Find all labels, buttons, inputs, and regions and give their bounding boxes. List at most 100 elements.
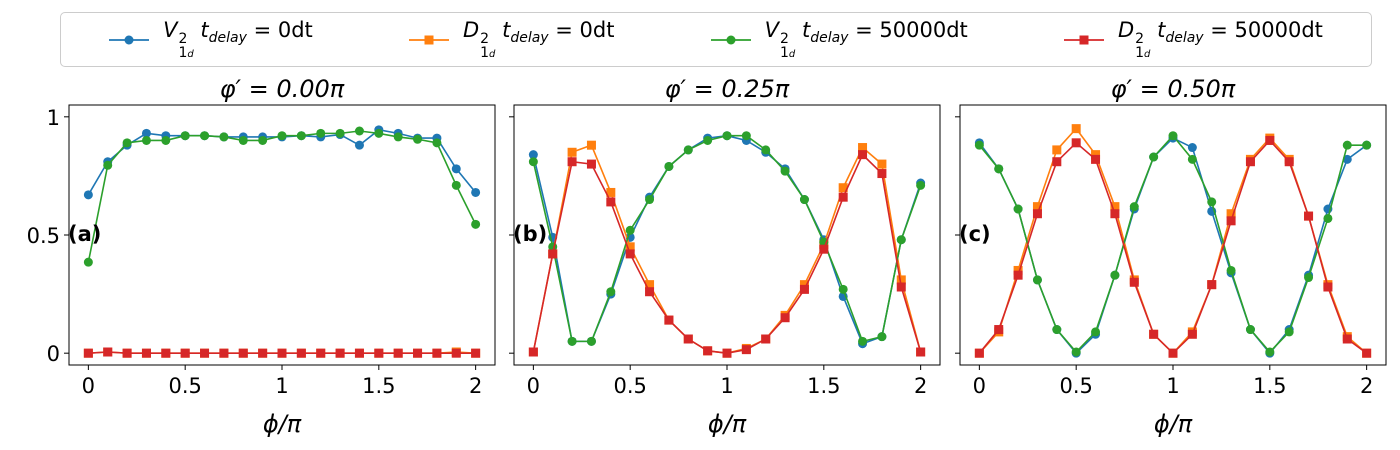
chart-panel: 0 0.5 1 1.5 2 0 0.5 1 (a) φ′ = 0.00π ϕ/π — [27, 75, 496, 438]
data-point — [1052, 325, 1062, 335]
series-line-V50000 — [87, 130, 477, 263]
data-point — [586, 336, 596, 346]
x-axis-label: ϕ/π — [263, 410, 302, 438]
x-tick-label: 1.5 — [807, 374, 840, 398]
chart-panel: 0 0.5 1 1.5 2 (b) φ′ = 0.25π ϕ/π — [509, 75, 941, 438]
data-point — [1226, 216, 1236, 226]
legend-symbol: D — [1117, 17, 1135, 42]
legend-param: t — [801, 17, 811, 42]
data-point — [858, 150, 868, 160]
data-point — [1071, 124, 1081, 134]
data-point — [180, 131, 190, 141]
legend-sub: 1 — [780, 44, 789, 61]
legend-label: V 2 1d tdelay = 0dt — [163, 18, 313, 62]
x-tick-label: 2 — [914, 374, 927, 398]
data-point — [335, 348, 345, 358]
data-point — [1207, 280, 1217, 290]
data-point — [567, 336, 577, 346]
data-point — [258, 348, 268, 358]
legend-marker-icon — [408, 35, 449, 44]
data-point — [1265, 135, 1275, 145]
data-point — [1304, 211, 1314, 221]
data-point — [1110, 202, 1120, 212]
data-point — [1323, 282, 1333, 292]
data-point — [471, 348, 481, 358]
data-point — [200, 348, 210, 358]
data-point — [413, 348, 423, 358]
legend-param-sub: delay — [208, 29, 247, 46]
legend-symbol: V — [764, 17, 779, 42]
data-point — [1342, 140, 1352, 150]
x-tick-label: 1 — [275, 374, 288, 398]
data-point — [1323, 213, 1333, 223]
data-point — [1091, 327, 1101, 337]
series-line-V50000 — [978, 134, 1367, 354]
legend-param: t — [1157, 17, 1166, 42]
data-point — [819, 244, 829, 254]
data-point — [1362, 348, 1372, 358]
data-point — [548, 249, 558, 259]
x-tick-label: 0.5 — [168, 374, 201, 398]
data-point — [645, 195, 655, 205]
data-point — [896, 235, 906, 245]
data-point — [451, 180, 461, 190]
data-point — [471, 219, 481, 229]
data-point — [1129, 202, 1139, 212]
legend-item: D 2 1d tdelay = 50000dt — [1063, 18, 1323, 62]
data-point — [877, 332, 887, 342]
data-point — [1207, 197, 1217, 207]
data-point — [625, 249, 635, 259]
data-point — [1226, 265, 1236, 275]
data-point — [1071, 138, 1081, 148]
data-point — [780, 166, 790, 176]
data-point — [683, 145, 693, 155]
panel-title: φ′ = 0.00π — [220, 75, 345, 103]
x-tick-label: 0.5 — [613, 374, 646, 398]
data-point — [1284, 157, 1294, 167]
data-point — [780, 313, 790, 323]
data-point — [393, 132, 403, 142]
data-point — [277, 131, 287, 141]
series-line-V0 — [978, 137, 1368, 355]
data-point — [683, 334, 693, 344]
legend-item: V 2 1d tdelay = 50000dt — [710, 17, 968, 62]
data-point — [896, 282, 906, 292]
legend-value: = 0dt — [246, 17, 313, 42]
data-point — [432, 348, 442, 358]
legend-item: V 2 1d tdelay = 0dt — [109, 18, 313, 62]
data-point — [664, 161, 674, 171]
axes-frame — [68, 104, 496, 366]
x-tick-label: 1.5 — [362, 374, 395, 398]
data-point — [354, 126, 364, 136]
legend-value: = 50000dt — [848, 17, 968, 42]
data-point — [219, 348, 229, 358]
data-point — [83, 257, 93, 267]
data-point — [180, 348, 190, 358]
data-point — [374, 128, 384, 138]
chart-panel: 0 0.5 1 1.5 2 (c) φ′ = 0.50π ϕ/π — [955, 75, 1387, 438]
data-point — [838, 284, 848, 294]
data-point — [122, 348, 132, 358]
legend-subsub: d — [187, 48, 194, 60]
data-point — [1013, 270, 1023, 280]
data-point — [83, 190, 93, 200]
data-point — [877, 169, 887, 179]
data-point — [703, 346, 713, 356]
series-line-D50000 — [532, 153, 922, 354]
data-point — [1265, 347, 1275, 357]
data-point — [761, 145, 771, 155]
legend-label: D 2 1d tdelay = 50000dt — [1118, 18, 1323, 62]
data-point — [200, 131, 210, 141]
data-point — [799, 280, 809, 290]
x-tick-label: 0 — [82, 374, 95, 398]
data-point — [586, 159, 596, 169]
data-point — [316, 348, 326, 358]
legend-sup: 2 — [1135, 30, 1145, 47]
data-point — [974, 140, 984, 150]
x-tick-label: 0.5 — [1059, 374, 1092, 398]
data-point — [703, 135, 713, 145]
series-line-D0 — [532, 144, 922, 354]
legend-subsub: d — [489, 48, 496, 60]
x-tick-label: 0 — [973, 374, 986, 398]
data-point — [238, 135, 248, 145]
